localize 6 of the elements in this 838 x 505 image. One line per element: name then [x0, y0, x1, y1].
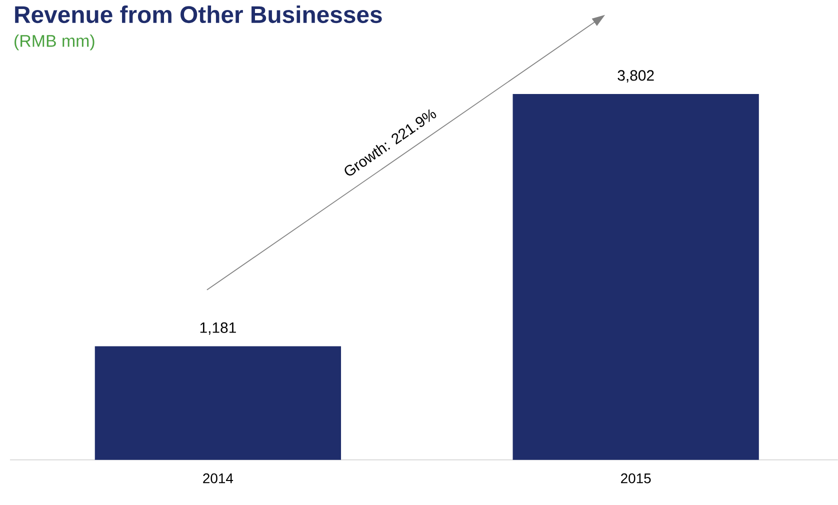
- data-label: 1,181: [200, 322, 236, 335]
- chart-subtitle: (RMB mm): [14, 34, 94, 50]
- data-label: 3,802: [618, 70, 654, 83]
- x-tick-label: 2015: [621, 473, 651, 484]
- chart-title: Revenue from Other Businesses: [15, 6, 382, 24]
- x-tick-label: 2014: [203, 473, 234, 484]
